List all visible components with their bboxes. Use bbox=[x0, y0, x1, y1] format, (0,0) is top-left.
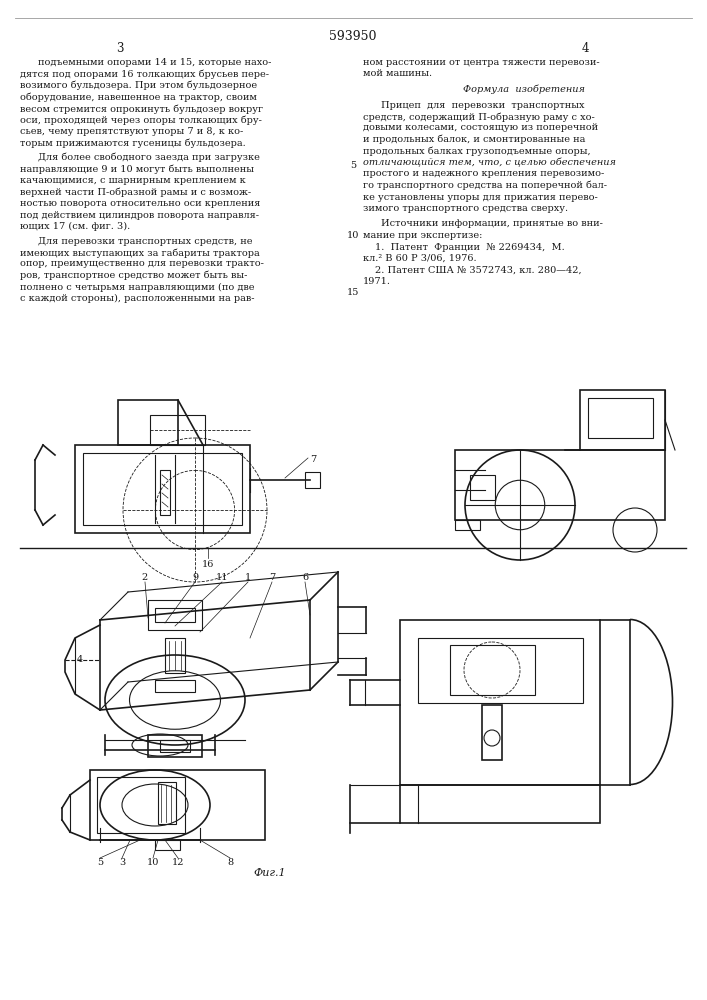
Text: направляющие 9 и 10 могут быть выполнены: направляющие 9 и 10 могут быть выполнены bbox=[20, 164, 254, 174]
Text: полнено с четырьмя направляющими (по две: полнено с четырьмя направляющими (по две bbox=[20, 282, 255, 292]
Bar bbox=[155, 608, 195, 622]
Text: простого и надежного крепления перевозимо-: простого и надежного крепления перевозим… bbox=[363, 169, 604, 178]
Text: ющих 17 (см. фиг. 3).: ющих 17 (см. фиг. 3). bbox=[20, 222, 130, 231]
Text: 5: 5 bbox=[350, 161, 356, 170]
Text: 6: 6 bbox=[302, 573, 308, 582]
Bar bbox=[118, 400, 178, 445]
Text: 5: 5 bbox=[97, 858, 103, 867]
Bar bbox=[97, 777, 185, 833]
Bar bbox=[160, 470, 170, 515]
Text: ном расстоянии от центра тяжести перевози-: ном расстоянии от центра тяжести перевоз… bbox=[363, 58, 600, 67]
Text: 1.  Патент  Франции  № 2269434,  М.: 1. Патент Франции № 2269434, М. bbox=[375, 242, 565, 251]
Text: весом стремится опрокинуть бульдозер вокруг: весом стремится опрокинуть бульдозер вок… bbox=[20, 104, 263, 113]
Bar bbox=[150, 415, 205, 445]
Text: под действием цилиндров поворота направля-: под действием цилиндров поворота направл… bbox=[20, 211, 259, 220]
Text: 2. Патент США № 3572743, кл. 280—42,: 2. Патент США № 3572743, кл. 280—42, bbox=[375, 265, 582, 274]
Bar bbox=[148, 600, 202, 630]
Bar bbox=[90, 770, 265, 840]
Text: ке установлены упоры для прижатия перево-: ке установлены упоры для прижатия перево… bbox=[363, 192, 597, 202]
Text: и продольных балок, и смонтированные на: и продольных балок, и смонтированные на bbox=[363, 135, 585, 144]
Text: 1971.: 1971. bbox=[363, 277, 391, 286]
Bar bbox=[148, 735, 202, 757]
Text: 593950: 593950 bbox=[329, 30, 377, 43]
Bar bbox=[455, 450, 665, 520]
Text: 9: 9 bbox=[192, 573, 198, 582]
Bar bbox=[160, 740, 190, 752]
Bar bbox=[400, 785, 600, 823]
Text: сьев, чему препятствуют упоры 7 и 8, к ко-: сьев, чему препятствуют упоры 7 и 8, к к… bbox=[20, 127, 243, 136]
Text: 15: 15 bbox=[347, 288, 359, 297]
Text: средств, содержащий П-образную раму с хо-: средств, содержащий П-образную раму с хо… bbox=[363, 112, 595, 121]
Text: с каждой стороны), расположенными на рав-: с каждой стороны), расположенными на рав… bbox=[20, 294, 255, 303]
Text: го транспортного средства на поперечной бал-: го транспортного средства на поперечной … bbox=[363, 181, 607, 190]
Text: 4: 4 bbox=[581, 42, 589, 55]
Bar bbox=[482, 705, 502, 760]
Text: мой машины.: мой машины. bbox=[363, 70, 432, 79]
Text: Источники информации, принятые во вни-: Источники информации, принятые во вни- bbox=[381, 220, 603, 229]
Bar bbox=[418, 638, 583, 703]
Text: 3: 3 bbox=[119, 858, 125, 867]
Text: возимого бульдозера. При этом бульдозерное: возимого бульдозера. При этом бульдозерн… bbox=[20, 81, 257, 91]
Text: торым прижимаются гусеницы бульдозера.: торым прижимаются гусеницы бульдозера. bbox=[20, 138, 246, 148]
Text: качающимися, с шарнирным креплением к: качающимися, с шарнирным креплением к bbox=[20, 176, 246, 185]
Bar bbox=[455, 520, 480, 530]
Bar bbox=[400, 620, 600, 785]
Bar bbox=[580, 390, 665, 450]
Text: продольных балках грузоподъемные опоры,: продольных балках грузоподъемные опоры, bbox=[363, 146, 590, 156]
Text: дятся под опорами 16 толкающих брусьев пере-: дятся под опорами 16 толкающих брусьев п… bbox=[20, 70, 269, 79]
Text: 4: 4 bbox=[77, 656, 83, 664]
Text: опор, преимущественно для перевозки тракто-: опор, преимущественно для перевозки трак… bbox=[20, 259, 264, 268]
Text: 8: 8 bbox=[227, 858, 233, 867]
Text: Прицеп  для  перевозки  транспортных: Прицеп для перевозки транспортных bbox=[381, 101, 585, 109]
Text: 2: 2 bbox=[142, 573, 148, 582]
Text: подъемными опорами 14 и 15, которые нахо-: подъемными опорами 14 и 15, которые нахо… bbox=[38, 58, 271, 67]
Text: Фиг.1: Фиг.1 bbox=[254, 868, 286, 878]
Text: Для более свободного заезда при загрузке: Для более свободного заезда при загрузке bbox=[38, 153, 260, 162]
Text: 3: 3 bbox=[116, 42, 124, 55]
Text: имеющих выступающих за габариты трактора: имеющих выступающих за габариты трактора bbox=[20, 248, 259, 257]
Text: зимого транспортного средства сверху.: зимого транспортного средства сверху. bbox=[363, 204, 568, 213]
Text: 7: 7 bbox=[310, 455, 316, 464]
Text: оси, проходящей через опоры толкающих бру-: оси, проходящей через опоры толкающих бр… bbox=[20, 115, 262, 125]
Text: Формула  изобретения: Формула изобретения bbox=[463, 85, 585, 95]
Bar bbox=[158, 782, 176, 824]
Bar bbox=[450, 645, 535, 695]
Text: мание при экспертизе:: мание при экспертизе: bbox=[363, 231, 482, 240]
Bar bbox=[470, 475, 495, 500]
Text: оборудование, навешенное на трактор, своим: оборудование, навешенное на трактор, сво… bbox=[20, 93, 257, 102]
Text: верхней части П-образной рамы и с возмож-: верхней части П-образной рамы и с возмож… bbox=[20, 188, 251, 197]
Text: довыми колесами, состоящую из поперечной: довыми колесами, состоящую из поперечной bbox=[363, 123, 598, 132]
Text: Для перевозки транспортных средств, не: Для перевозки транспортных средств, не bbox=[38, 236, 252, 245]
Text: 12: 12 bbox=[172, 858, 185, 867]
Bar bbox=[75, 445, 250, 533]
Bar bbox=[155, 680, 195, 692]
Text: 1: 1 bbox=[245, 573, 251, 582]
Text: 7: 7 bbox=[269, 573, 275, 582]
Text: ров, транспортное средство может быть вы-: ров, транспортное средство может быть вы… bbox=[20, 271, 247, 280]
Text: 11: 11 bbox=[216, 573, 228, 582]
Text: 16: 16 bbox=[201, 560, 214, 569]
Text: кл.² В 60 Р 3/06, 1976.: кл.² В 60 Р 3/06, 1976. bbox=[363, 254, 477, 263]
Text: 10: 10 bbox=[147, 858, 159, 867]
Text: отличающийся тем, что, с целью обеспечения: отличающийся тем, что, с целью обеспечен… bbox=[363, 158, 616, 167]
Text: ностью поворота относительно оси крепления: ностью поворота относительно оси креплен… bbox=[20, 199, 260, 208]
Bar bbox=[588, 398, 653, 438]
Bar bbox=[155, 840, 180, 850]
Text: 10: 10 bbox=[347, 231, 359, 239]
Bar bbox=[165, 638, 185, 673]
Bar bbox=[83, 453, 242, 525]
Bar bbox=[305, 472, 320, 488]
